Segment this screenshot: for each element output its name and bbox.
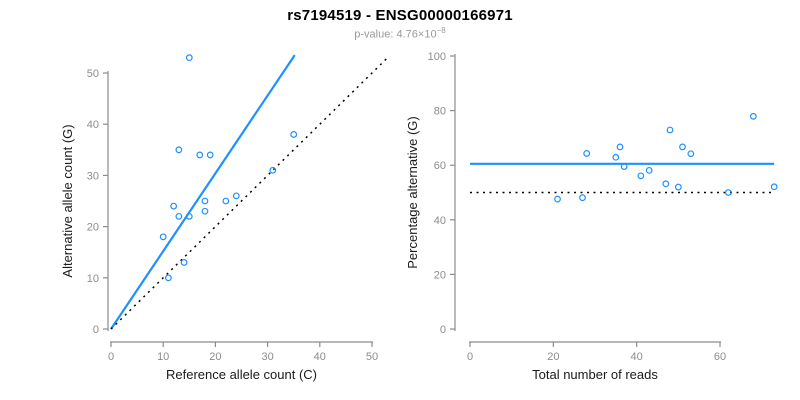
y-tick-label: 20 bbox=[87, 222, 99, 234]
x-tick-label: 20 bbox=[547, 351, 559, 363]
y-tick-label: 10 bbox=[87, 273, 99, 285]
plot-header: rs7194519 - ENSG00000166971 p-value: 4.7… bbox=[0, 0, 800, 41]
y-tick-label: 80 bbox=[434, 106, 446, 118]
y-tick-label: 0 bbox=[440, 324, 446, 336]
x-tick-label: 0 bbox=[108, 351, 114, 363]
data-point bbox=[616, 143, 624, 151]
data-point bbox=[679, 143, 686, 151]
data-point bbox=[175, 146, 183, 154]
data-point bbox=[645, 166, 653, 174]
fit-line bbox=[110, 54, 296, 330]
data-point bbox=[770, 183, 778, 191]
data-point bbox=[175, 212, 183, 220]
page-title: rs7194519 - ENSG00000166971 bbox=[287, 7, 513, 24]
y-tick-label: 0 bbox=[93, 324, 99, 336]
data-point bbox=[579, 194, 586, 202]
data-point bbox=[269, 166, 277, 174]
p-value-exponent: −8 bbox=[436, 26, 446, 35]
data-point bbox=[170, 202, 178, 210]
y-tick-label: 30 bbox=[87, 170, 99, 182]
x-tick-label: 50 bbox=[366, 351, 378, 363]
data-point bbox=[232, 192, 240, 200]
data-point bbox=[165, 274, 172, 282]
y-tick-label: 40 bbox=[87, 119, 99, 131]
p-value-prefix: p-value: bbox=[354, 28, 397, 41]
data-point bbox=[206, 151, 214, 159]
y-tick-label: 100 bbox=[428, 51, 446, 63]
y-tick-label: 60 bbox=[434, 160, 446, 172]
y-tick-label: 20 bbox=[434, 269, 446, 281]
p-value-subtitle: p-value: 4.76×10−8 bbox=[0, 26, 800, 41]
data-point bbox=[201, 207, 209, 215]
data-point bbox=[724, 189, 732, 196]
x-tick-label: 60 bbox=[714, 351, 726, 363]
data-point bbox=[583, 150, 591, 157]
reference-line bbox=[110, 57, 389, 330]
p-value-times-ten: ×10 bbox=[417, 28, 437, 41]
y-tick-label: 50 bbox=[87, 68, 99, 80]
x-tick-label: 40 bbox=[314, 351, 326, 363]
x-axis-label: Total number of reads bbox=[532, 367, 658, 382]
data-point bbox=[196, 151, 204, 159]
x-tick-label: 0 bbox=[467, 351, 473, 363]
data-point bbox=[201, 197, 209, 205]
allele-count-scatter: 0 10 20 30 40 50 0 10 20 30 40 50 Reference allele c… bbox=[60, 54, 389, 382]
data-point bbox=[612, 153, 620, 161]
data-point bbox=[662, 180, 670, 188]
x-tick-label: 30 bbox=[261, 351, 273, 363]
data-point bbox=[185, 54, 193, 62]
data-point bbox=[620, 163, 628, 170]
data-point bbox=[159, 233, 167, 241]
data-point bbox=[666, 126, 674, 134]
percentage-alternative-scatter: 0 20 40 60 80 100 0 20 40 60 Total number of reads… bbox=[405, 51, 778, 382]
data-point bbox=[290, 131, 298, 138]
data-point bbox=[222, 197, 230, 205]
data-point bbox=[554, 195, 561, 203]
y-tick-label: 40 bbox=[434, 215, 446, 227]
x-axis-label: Reference allele count (C) bbox=[166, 367, 317, 382]
data-point bbox=[180, 259, 188, 266]
data-point bbox=[674, 183, 682, 191]
x-tick-label: 20 bbox=[209, 351, 221, 363]
data-point bbox=[637, 172, 645, 180]
data-point bbox=[687, 150, 695, 158]
data-point bbox=[185, 212, 193, 220]
data-point bbox=[749, 112, 757, 120]
y-axis-label: Percentage alternative (G) bbox=[405, 116, 420, 268]
x-tick-label: 10 bbox=[157, 351, 169, 363]
x-tick-label: 40 bbox=[631, 351, 643, 363]
p-value-mantissa: 4.76 bbox=[396, 28, 418, 41]
y-axis-label: Alternative allele count (G) bbox=[60, 124, 75, 277]
